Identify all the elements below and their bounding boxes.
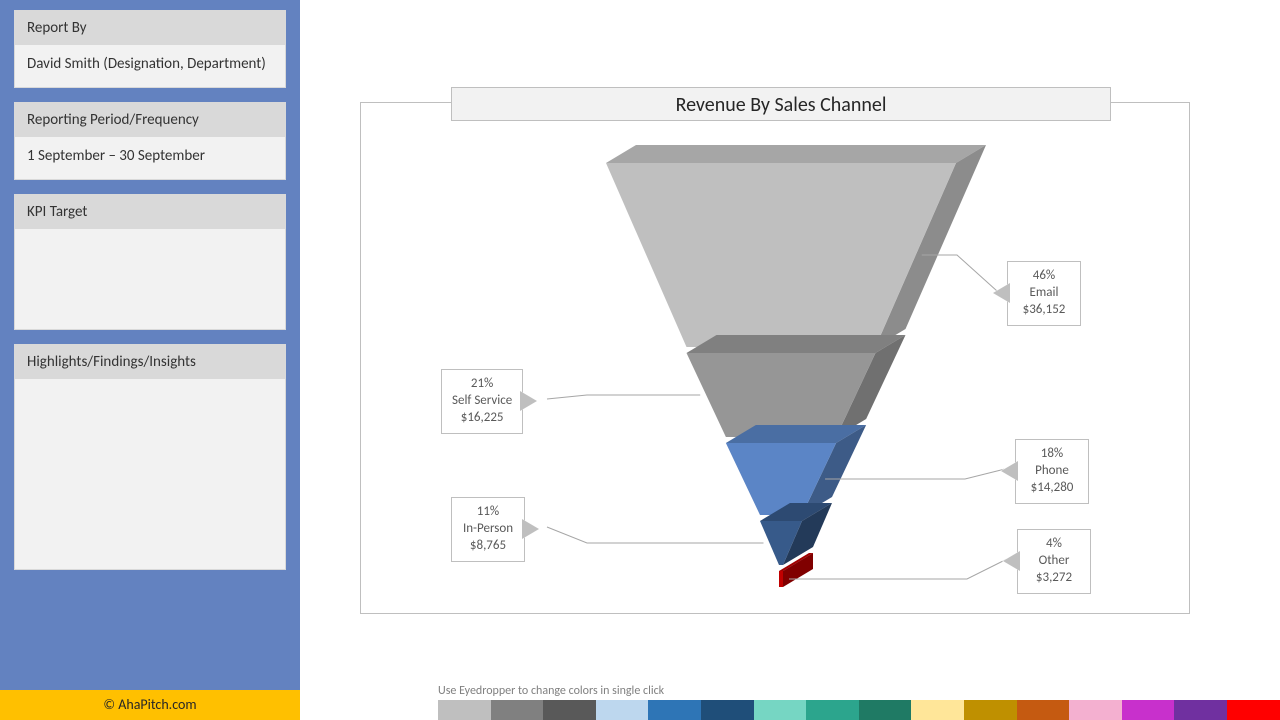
color-swatch[interactable]	[1122, 700, 1175, 720]
callout-label: In-Person	[462, 521, 514, 538]
callout-selfservice: 21% Self Service $16,225	[441, 369, 523, 434]
color-swatch[interactable]	[806, 700, 859, 720]
color-swatch[interactable]	[438, 700, 491, 720]
color-swatch[interactable]	[1017, 700, 1070, 720]
footer-credit: © AhaPitch.com	[0, 690, 300, 720]
callout-percent: 18%	[1026, 446, 1078, 463]
callout-value: $16,225	[452, 410, 512, 427]
color-swatch[interactable]	[1174, 700, 1227, 720]
callout-value: $3,272	[1028, 570, 1080, 587]
panel-body: David Smith (Designation, Department)	[15, 45, 285, 87]
callout-other: 4% Other $3,272	[1017, 529, 1091, 594]
panel-highlights: Highlights/Findings/Insights	[14, 344, 286, 570]
panel-body	[15, 379, 285, 569]
panel-report-by: Report By David Smith (Designation, Depa…	[14, 10, 286, 88]
callout-label: Self Service	[452, 393, 512, 410]
color-palette	[438, 700, 1280, 720]
panel-reporting-period: Reporting Period/Frequency 1 September –…	[14, 102, 286, 180]
callout-percent: 46%	[1018, 268, 1070, 285]
chart-container: Revenue By Sales Channel 46% Email $36,1…	[360, 102, 1190, 614]
callout-label: Email	[1018, 285, 1070, 302]
callout-email: 46% Email $36,152	[1007, 261, 1081, 326]
callout-value: $14,280	[1026, 480, 1078, 497]
panel-header: Reporting Period/Frequency	[15, 103, 285, 137]
callout-percent: 11%	[462, 504, 514, 521]
color-swatch[interactable]	[1069, 700, 1122, 720]
callout-percent: 21%	[452, 376, 512, 393]
color-swatch[interactable]	[859, 700, 912, 720]
color-swatch[interactable]	[964, 700, 1017, 720]
callout-label: Other	[1028, 553, 1080, 570]
color-swatch[interactable]	[1227, 700, 1280, 720]
callout-phone: 18% Phone $14,280	[1015, 439, 1089, 504]
callout-percent: 4%	[1028, 536, 1080, 553]
callout-label: Phone	[1026, 463, 1078, 480]
panel-header: Highlights/Findings/Insights	[15, 345, 285, 379]
callout-inperson: 11% In-Person $8,765	[451, 497, 525, 562]
color-swatch[interactable]	[701, 700, 754, 720]
palette-hint: Use Eyedropper to change colors in singl…	[438, 684, 664, 698]
color-swatch[interactable]	[754, 700, 807, 720]
color-swatch[interactable]	[596, 700, 649, 720]
color-swatch[interactable]	[543, 700, 596, 720]
sidebar: Report By David Smith (Designation, Depa…	[0, 0, 300, 690]
color-swatch[interactable]	[911, 700, 964, 720]
callout-value: $36,152	[1018, 302, 1070, 319]
panel-body	[15, 229, 285, 329]
panel-header: Report By	[15, 11, 285, 45]
color-swatch[interactable]	[648, 700, 701, 720]
panel-body: 1 September – 30 September	[15, 137, 285, 179]
color-swatch[interactable]	[491, 700, 544, 720]
callout-value: $8,765	[462, 538, 514, 555]
panel-kpi-target: KPI Target	[14, 194, 286, 330]
panel-header: KPI Target	[15, 195, 285, 229]
